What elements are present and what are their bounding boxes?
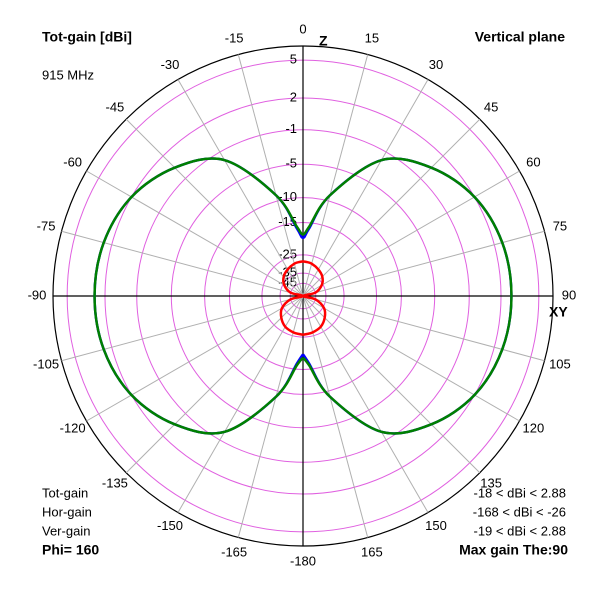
theta-tick-label: -30 xyxy=(161,57,180,72)
legend-label: Hor-gain xyxy=(42,504,92,519)
r-tick-label: -25 xyxy=(278,246,297,261)
grid-spoke xyxy=(302,79,429,297)
theta-tick-label: 165 xyxy=(361,544,383,559)
grid-spoke xyxy=(61,295,304,362)
pattern-line xyxy=(93,157,513,435)
grid-spoke xyxy=(302,54,369,297)
legend-range: -19 < dBi < 2.88 xyxy=(473,523,566,538)
grid-spoke xyxy=(302,230,545,297)
grid-spoke xyxy=(302,170,520,297)
theta-tick-label: -165 xyxy=(221,544,247,559)
grid-spoke xyxy=(302,295,520,422)
theta-tick-label: 120 xyxy=(523,420,545,435)
theta-tick-label: 150 xyxy=(425,518,447,533)
r-tick-label: 2 xyxy=(290,89,297,104)
theta-tick-label: 105 xyxy=(549,356,571,371)
grid-spoke xyxy=(61,230,304,297)
theta-tick-label: 60 xyxy=(526,154,540,169)
theta-tick-label: -90 xyxy=(28,287,47,302)
r-tick-label: 5 xyxy=(290,52,297,67)
r-tick-label: -1 xyxy=(285,121,297,136)
axis-z: Z xyxy=(319,33,328,49)
theta-tick-label: 30 xyxy=(429,57,443,72)
grid-spoke xyxy=(177,79,304,297)
theta-tick-label: 75 xyxy=(553,219,567,234)
theta-tick-label: 15 xyxy=(365,31,379,46)
legend-range: -168 < dBi < -26 xyxy=(473,504,566,519)
chart-title: Tot-gain [dBi] xyxy=(42,29,132,45)
theta-tick-label: 45 xyxy=(484,99,498,114)
legend-label: Tot-gain xyxy=(42,485,88,500)
grid-spoke xyxy=(302,295,481,474)
pattern-line xyxy=(279,260,327,336)
grid-spoke xyxy=(86,295,304,422)
grid-spoke xyxy=(302,295,429,513)
plane: Vertical plane xyxy=(475,29,565,45)
grid-spoke xyxy=(125,118,304,297)
theta-tick-label: 90 xyxy=(562,287,576,302)
grid-spoke xyxy=(237,54,304,297)
theta-tick-label: 0 xyxy=(299,21,306,36)
theta-tick-label: -105 xyxy=(33,356,59,371)
theta-tick-label: -150 xyxy=(157,518,183,533)
grid-spoke xyxy=(125,295,304,474)
theta-tick-label: 135 xyxy=(480,476,502,491)
theta-tick-label: -15 xyxy=(225,31,244,46)
phi-label: Phi= 160 xyxy=(42,542,99,558)
grid-spoke xyxy=(177,295,304,513)
theta-tick-label: -45 xyxy=(106,99,125,114)
r-tick-label: -10 xyxy=(278,189,297,204)
grid-spoke xyxy=(237,295,304,538)
theta-tick-label: -120 xyxy=(60,420,86,435)
grid-spoke xyxy=(86,170,304,297)
theta-tick-label: -180 xyxy=(290,553,316,568)
theta-tick-label: -75 xyxy=(37,219,56,234)
theta-tick-label: -60 xyxy=(63,154,82,169)
axis-xy: XY xyxy=(549,304,568,320)
legend-label: Ver-gain xyxy=(42,523,90,538)
r-tick-label: -5 xyxy=(285,156,297,171)
frequency: 915 MHz xyxy=(42,67,94,82)
max-gain: Max gain The:90 xyxy=(459,542,568,558)
legend-range: -18 < dBi < 2.88 xyxy=(473,485,566,500)
grid-spoke xyxy=(302,295,369,538)
theta-tick-label: -135 xyxy=(102,476,128,491)
grid-spoke xyxy=(302,118,481,297)
grid-spoke xyxy=(302,295,545,362)
